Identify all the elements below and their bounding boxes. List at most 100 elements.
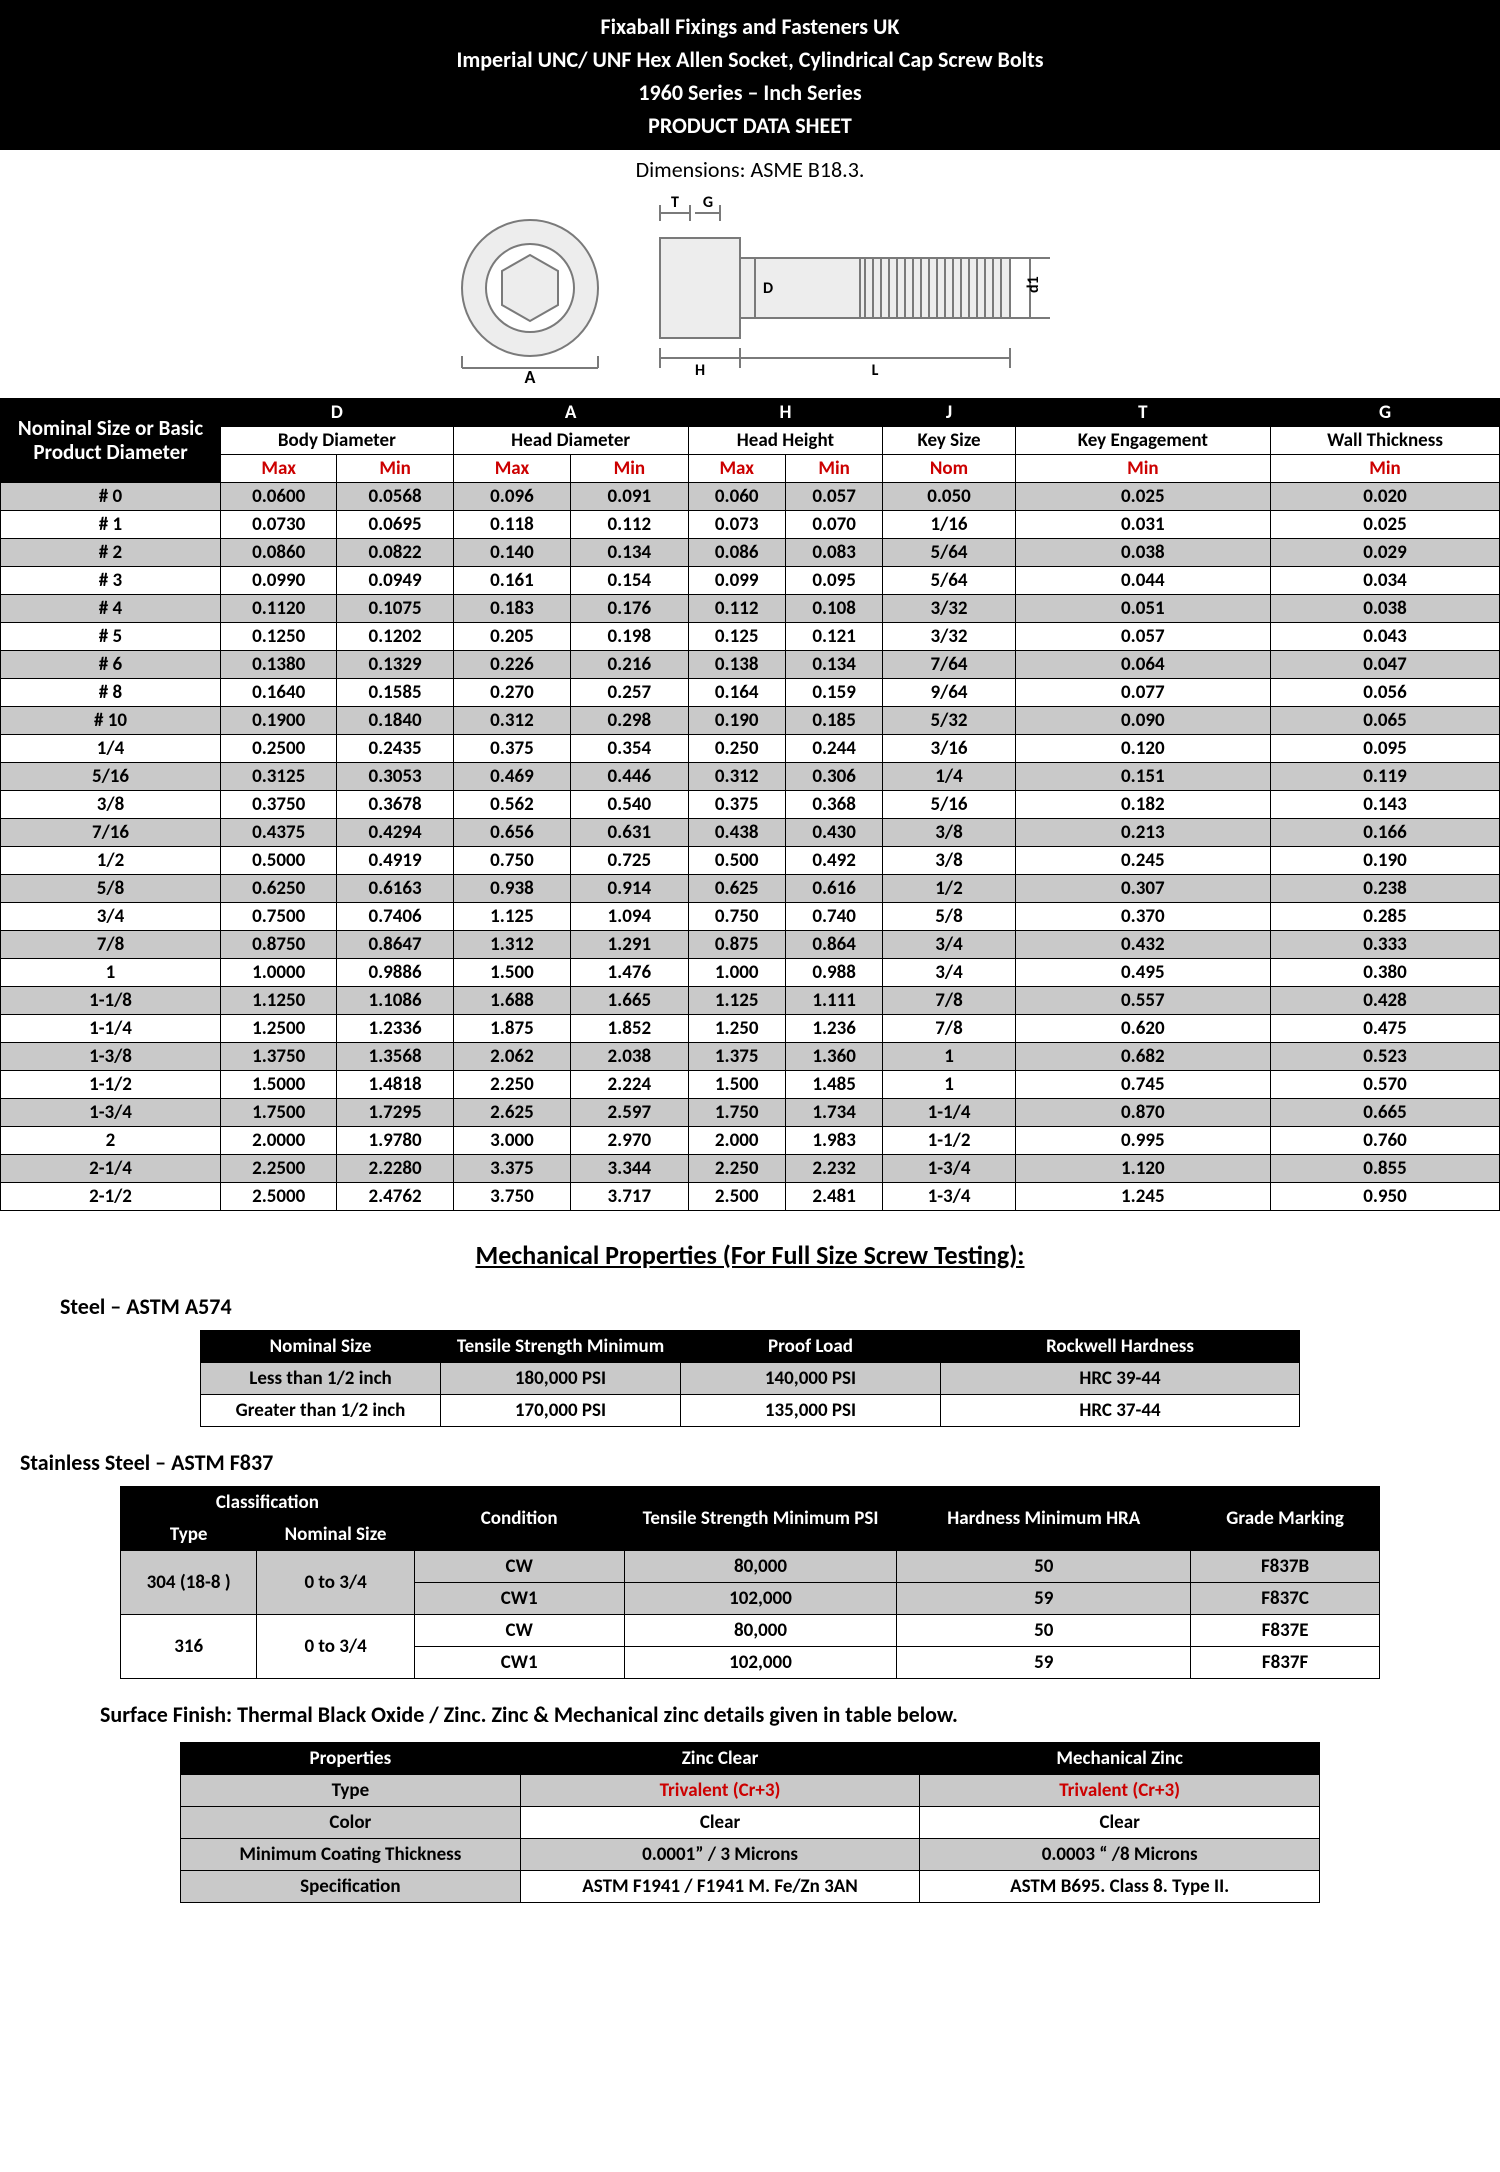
- table-cell: 0.073: [688, 511, 785, 539]
- table-cell: 0.176: [571, 595, 688, 623]
- table-cell: 0.380: [1271, 959, 1500, 987]
- table-cell: 0.031: [1015, 511, 1270, 539]
- col-g: G: [1271, 399, 1500, 427]
- table-cell: 0.354: [571, 735, 688, 763]
- svg-text:T: T: [671, 193, 679, 212]
- table-cell: F837E: [1191, 1615, 1380, 1647]
- table-row: 5/160.31250.30530.4690.4460.3120.3061/40…: [1, 763, 1500, 791]
- table-cell: 1.500: [688, 1071, 785, 1099]
- table-cell: 102,000: [624, 1583, 897, 1615]
- table-row: 2-1/22.50002.47623.7503.7172.5002.4811-3…: [1, 1183, 1500, 1211]
- t-min: Min: [1015, 455, 1270, 483]
- table-cell: 0.118: [453, 511, 570, 539]
- table-cell: 0.500: [688, 847, 785, 875]
- table-cell: 7/64: [883, 651, 1015, 679]
- table-cell: 1.7500: [221, 1099, 337, 1127]
- table-cell: 0.198: [571, 623, 688, 651]
- table-cell: Specification: [181, 1871, 521, 1903]
- table-cell: 1/4: [883, 763, 1015, 791]
- header-l4: PRODUCT DATA SHEET: [0, 109, 1500, 142]
- table-cell: 2.000: [688, 1127, 785, 1155]
- table-cell: 2.2280: [337, 1155, 453, 1183]
- table-cell: 1/4: [1, 735, 221, 763]
- table-cell: Trivalent (Cr+3): [520, 1775, 920, 1807]
- table-cell: 5/16: [1, 763, 221, 791]
- table-cell: 0.044: [1015, 567, 1270, 595]
- table-cell: 1.9780: [337, 1127, 453, 1155]
- table-cell: 3.750: [453, 1183, 570, 1211]
- col-j-label: Key Size: [883, 427, 1015, 455]
- table-cell: 0.0001” / 3 Microns: [520, 1839, 920, 1871]
- table-cell: 0.056: [1271, 679, 1500, 707]
- table-cell: 0.216: [571, 651, 688, 679]
- table-cell: # 10: [1, 707, 221, 735]
- table-cell: 0.4375: [221, 819, 337, 847]
- table-row: # 30.09900.09490.1610.1540.0990.0955/640…: [1, 567, 1500, 595]
- table-row: # 10.07300.06950.1180.1120.0730.0701/160…: [1, 511, 1500, 539]
- table-cell: 0.428: [1271, 987, 1500, 1015]
- table-cell: 1-1/4: [883, 1099, 1015, 1127]
- table-cell: 0.166: [1271, 819, 1500, 847]
- table-cell: HRC 39-44: [941, 1363, 1300, 1395]
- table-cell: Type: [181, 1775, 521, 1807]
- table-cell: 1.750: [688, 1099, 785, 1127]
- table-cell: 140,000 PSI: [681, 1363, 941, 1395]
- table-cell: 0.0949: [337, 567, 453, 595]
- dims-left-header: Nominal Size or Basic Product Diameter: [1, 399, 221, 483]
- table-row: 22.00001.97803.0002.9702.0001.9831-1/20.…: [1, 1127, 1500, 1155]
- table-cell: 1.125: [453, 903, 570, 931]
- table-cell: 0.620: [1015, 1015, 1270, 1043]
- table-cell: 0.1202: [337, 623, 453, 651]
- table-cell: 1: [883, 1071, 1015, 1099]
- table-cell: 50: [897, 1615, 1191, 1647]
- table-cell: 0.1120: [221, 595, 337, 623]
- table-cell: 5/32: [883, 707, 1015, 735]
- table-cell: 0.1840: [337, 707, 453, 735]
- table-cell: 0.065: [1271, 707, 1500, 735]
- table-row: 11.00000.98861.5001.4761.0000.9883/40.49…: [1, 959, 1500, 987]
- stainless-table: Classification Condition Tensile Strengt…: [120, 1486, 1380, 1679]
- dimensions-table: Nominal Size or Basic Product Diameter D…: [0, 398, 1500, 1211]
- table-cell: CW1: [414, 1583, 624, 1615]
- table-cell: 3/32: [883, 623, 1015, 651]
- table-cell: 2.250: [453, 1071, 570, 1099]
- table-cell: 1.852: [571, 1015, 688, 1043]
- table-cell: ASTM F1941 / F1941 M. Fe/Zn 3AN: [520, 1871, 920, 1903]
- table-cell: 0.083: [785, 539, 882, 567]
- table-cell: 1.291: [571, 931, 688, 959]
- table-cell: 0.475: [1271, 1015, 1500, 1043]
- table-cell: 0.182: [1015, 791, 1270, 819]
- table-cell: 1.120: [1015, 1155, 1270, 1183]
- table-cell: 9/64: [883, 679, 1015, 707]
- table-cell: 0.057: [1015, 623, 1270, 651]
- steel-c1: Tensile Strength Minimum: [441, 1331, 681, 1363]
- table-cell: 0.864: [785, 931, 882, 959]
- table-cell: 304 (18-8 ): [121, 1551, 257, 1615]
- table-cell: 0.025: [1271, 511, 1500, 539]
- table-cell: 1.125: [688, 987, 785, 1015]
- screw-diagram-icon: A T G: [430, 193, 1070, 383]
- table-cell: 2.232: [785, 1155, 882, 1183]
- table-cell: 2.481: [785, 1183, 882, 1211]
- ss-class: Classification: [121, 1487, 415, 1519]
- table-cell: 0.3678: [337, 791, 453, 819]
- table-cell: 1.0000: [221, 959, 337, 987]
- table-cell: 3.375: [453, 1155, 570, 1183]
- table-cell: 0.9886: [337, 959, 453, 987]
- table-row: # 20.08600.08220.1400.1340.0860.0835/640…: [1, 539, 1500, 567]
- table-cell: Greater than 1/2 inch: [201, 1395, 441, 1427]
- table-cell: 0.0695: [337, 511, 453, 539]
- table-cell: 0.119: [1271, 763, 1500, 791]
- table-cell: 0.161: [453, 567, 570, 595]
- table-cell: F837F: [1191, 1647, 1380, 1679]
- table-row: # 80.16400.15850.2700.2570.1640.1599/640…: [1, 679, 1500, 707]
- table-row: 7/160.43750.42940.6560.6310.4380.4303/80…: [1, 819, 1500, 847]
- table-cell: 0.745: [1015, 1071, 1270, 1099]
- table-cell: 0.7500: [221, 903, 337, 931]
- table-cell: 0.616: [785, 875, 882, 903]
- table-cell: 0.665: [1271, 1099, 1500, 1127]
- table-cell: 59: [897, 1647, 1191, 1679]
- table-cell: 5/8: [883, 903, 1015, 931]
- table-cell: 1/2: [1, 847, 221, 875]
- table-cell: 170,000 PSI: [441, 1395, 681, 1427]
